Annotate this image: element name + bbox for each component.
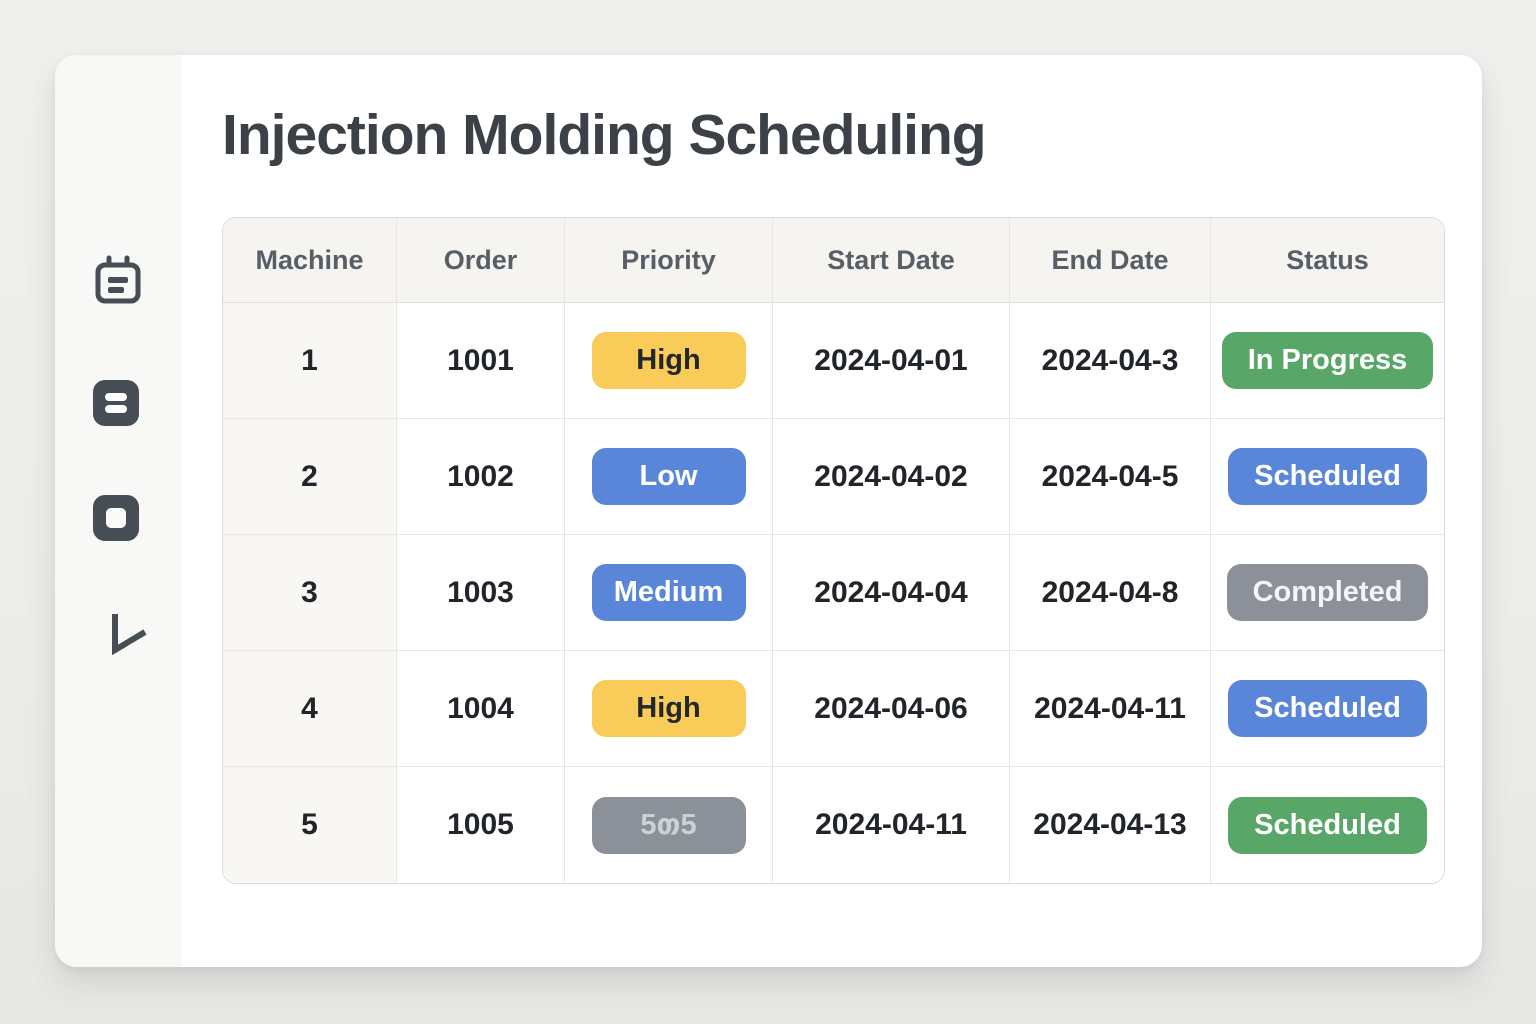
status-badge: Scheduled bbox=[1228, 448, 1427, 505]
sidebar-item-stop[interactable] bbox=[89, 491, 143, 545]
status-cell: Scheduled bbox=[1211, 419, 1444, 535]
machine-cell: 2 bbox=[223, 419, 397, 535]
stop-square-icon bbox=[89, 491, 143, 545]
end-date-cell: 2024-04-8 bbox=[1010, 535, 1211, 651]
machine-cell: 3 bbox=[223, 535, 397, 651]
status-badge: In Progress bbox=[1221, 332, 1434, 389]
machine-cell: 5 bbox=[223, 767, 397, 883]
sidebar-item-calendar[interactable] bbox=[91, 254, 145, 308]
start-date-cell: 2024-04-11 bbox=[773, 767, 1010, 883]
sidebar-item-list[interactable] bbox=[89, 376, 143, 430]
status-cell: Scheduled bbox=[1211, 651, 1444, 767]
order-cell: 1004 bbox=[397, 651, 565, 767]
status-cell: Scheduled bbox=[1211, 767, 1444, 883]
schedule-table: Machine Order Priority Start Date End Da… bbox=[222, 217, 1445, 884]
machine-cell: 1 bbox=[223, 303, 397, 419]
column-header-machine: Machine bbox=[223, 218, 397, 303]
sidebar-item-flag[interactable] bbox=[100, 605, 154, 659]
sidebar bbox=[55, 55, 181, 967]
priority-cell: 5თ5 bbox=[565, 767, 773, 883]
priority-badge: High bbox=[591, 332, 746, 389]
order-cell: 1005 bbox=[397, 767, 565, 883]
column-header-priority: Priority bbox=[565, 218, 773, 303]
page-title: Injection Molding Scheduling bbox=[222, 103, 987, 167]
list-box-icon bbox=[89, 376, 143, 430]
status-badge: Scheduled bbox=[1228, 680, 1427, 737]
order-cell: 1003 bbox=[397, 535, 565, 651]
order-cell: 1001 bbox=[397, 303, 565, 419]
priority-cell: High bbox=[565, 651, 773, 767]
column-header-end-date: End Date bbox=[1010, 218, 1211, 303]
end-date-cell: 2024-04-11 bbox=[1010, 651, 1211, 767]
priority-badge: 5თ5 bbox=[591, 796, 746, 854]
priority-cell: Low bbox=[565, 419, 773, 535]
column-header-order: Order bbox=[397, 218, 565, 303]
priority-badge: High bbox=[591, 680, 746, 737]
end-date-cell: 2024-04-3 bbox=[1010, 303, 1211, 419]
status-cell: Completed bbox=[1211, 535, 1444, 651]
flag-arrow-icon bbox=[103, 608, 151, 656]
start-date-cell: 2024-04-04 bbox=[773, 535, 1010, 651]
machine-cell: 4 bbox=[223, 651, 397, 767]
end-date-cell: 2024-04-5 bbox=[1010, 419, 1211, 535]
status-badge: Scheduled bbox=[1228, 796, 1427, 854]
priority-badge: Low bbox=[591, 448, 746, 505]
app-card: Injection Molding Scheduling Machine Ord… bbox=[55, 55, 1482, 967]
column-header-start-date: Start Date bbox=[773, 218, 1010, 303]
priority-cell: Medium bbox=[565, 535, 773, 651]
start-date-cell: 2024-04-01 bbox=[773, 303, 1010, 419]
status-cell: In Progress bbox=[1211, 303, 1444, 419]
order-cell: 1002 bbox=[397, 419, 565, 535]
status-badge: Completed bbox=[1226, 564, 1429, 621]
column-header-status: Status bbox=[1211, 218, 1444, 303]
priority-badge: Medium bbox=[591, 564, 746, 621]
priority-cell: High bbox=[565, 303, 773, 419]
start-date-cell: 2024-04-02 bbox=[773, 419, 1010, 535]
start-date-cell: 2024-04-06 bbox=[773, 651, 1010, 767]
end-date-cell: 2024-04-13 bbox=[1010, 767, 1211, 883]
calendar-icon bbox=[91, 254, 145, 308]
